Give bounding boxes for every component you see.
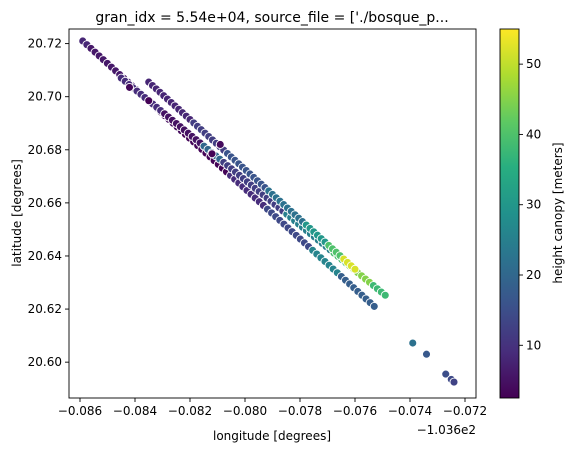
x-tick-label: −0.086 <box>58 404 102 418</box>
x-tick-label: −0.076 <box>333 404 377 418</box>
data-point <box>441 369 451 379</box>
data-point <box>125 82 134 92</box>
x-axis-label: longitude [degrees] <box>213 429 331 443</box>
data-point <box>144 96 154 106</box>
data-point <box>350 264 360 274</box>
plot-frame <box>68 28 477 399</box>
x-tick-label: −0.084 <box>113 404 157 418</box>
y-tick-label: 20.70 <box>28 90 62 104</box>
x-axis-offset-label: −1.036e2 <box>417 423 476 437</box>
data-point <box>215 140 225 149</box>
y-tick-label: 20.68 <box>28 143 62 157</box>
data-point <box>369 301 379 311</box>
data-point <box>449 377 459 387</box>
colorbar-tick-label: 10 <box>526 338 541 352</box>
colorbar-tick-label: 20 <box>526 268 541 282</box>
x-tick-label: −0.080 <box>223 404 267 418</box>
colorbar-label: height canopy [meters] <box>551 142 565 283</box>
data-points <box>78 36 459 387</box>
y-tick-label: 20.64 <box>28 249 62 263</box>
data-point <box>207 149 217 159</box>
chart-title: gran_idx = 5.54e+04, source_file = ['./b… <box>95 10 448 26</box>
data-point <box>380 290 390 300</box>
x-axis-ticks: −0.086 −0.084 −0.082 −0.080 −0.078 −0.076 −0.0… <box>58 398 487 418</box>
x-tick-label: −0.082 <box>168 404 212 418</box>
y-axis-ticks: 20.60 20.62 20.64 20.66 20.68 20.70 20.72 <box>28 37 69 369</box>
colorbar-tick-label: 30 <box>526 198 541 212</box>
y-tick-label: 20.72 <box>28 37 62 51</box>
x-tick-label: −0.072 <box>443 404 487 418</box>
y-tick-label: 20.60 <box>28 355 62 369</box>
data-point <box>422 349 431 359</box>
y-tick-label: 20.66 <box>28 196 62 210</box>
colorbar-tick-label: 40 <box>526 127 541 141</box>
colorbar-ticks: 10 20 30 40 50 <box>519 57 541 352</box>
y-axis-label: latitude [degrees] <box>10 159 24 267</box>
x-tick-label: −0.074 <box>388 404 432 418</box>
x-tick-label: −0.078 <box>278 404 322 418</box>
y-tick-label: 20.62 <box>28 302 62 316</box>
data-point <box>408 338 418 348</box>
colorbar-tick-label: 50 <box>526 57 541 71</box>
colorbar <box>499 28 520 399</box>
